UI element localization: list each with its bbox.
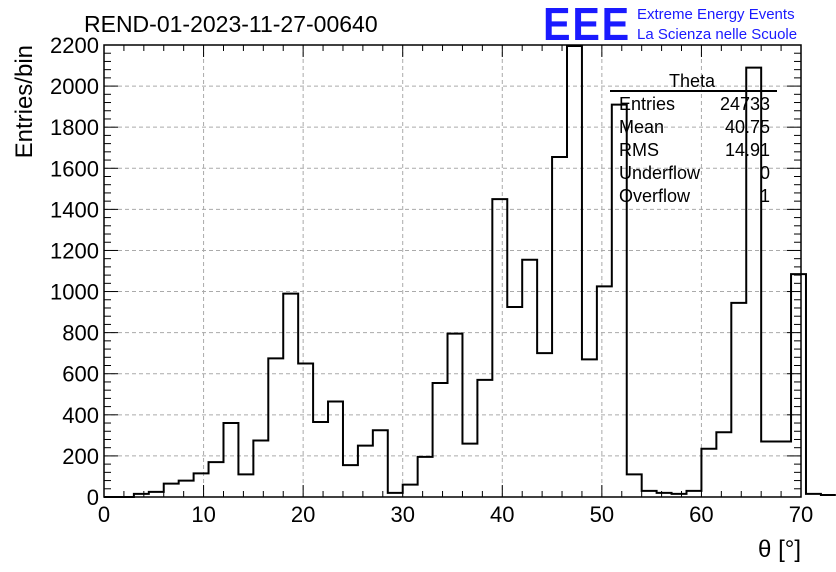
tick-labels: 0 10 20 30 40 50 60 700200400600800100012001400…: [50, 33, 813, 527]
y-tick-label: 1800: [50, 115, 99, 140]
y-tick-label: 1000: [50, 280, 99, 305]
x-tick-label: 0: [98, 502, 110, 527]
x-tick-label: 60: [689, 502, 713, 527]
chart-title: REND-01-2023-11-27-00640: [84, 11, 378, 37]
grid: [104, 45, 801, 497]
axes-frame: [103, 44, 802, 498]
stats-value: 40.75: [725, 117, 770, 137]
y-tick-label: 200: [62, 444, 99, 469]
stats-label: RMS: [619, 140, 659, 160]
x-tick-label: 30: [390, 502, 414, 527]
stats-value: 24733: [720, 94, 770, 114]
stats-box-title: Theta: [669, 71, 716, 91]
y-tick-label: 800: [62, 321, 99, 346]
plot-frame: [103, 44, 802, 498]
y-tick-label: 1600: [50, 156, 99, 181]
y-tick-label: 2200: [50, 33, 99, 58]
stats-label: Mean: [619, 117, 664, 137]
histogram-series: [104, 45, 836, 498]
y-tick-label: 0: [87, 485, 99, 510]
stats-label: Overflow: [619, 186, 691, 206]
y-tick-label: 1400: [50, 197, 99, 222]
y-axis-label: Entries/bin: [11, 45, 38, 158]
x-tick-label: 40: [490, 502, 514, 527]
logo-subtitle-line2: La Scienza nelle Scuole: [637, 26, 797, 43]
x-tick-label: 50: [590, 502, 614, 527]
y-tick-label: 1200: [50, 238, 99, 263]
stats-value: 1: [760, 186, 770, 206]
stats-box: Theta Entries 24733 Mean 40.75 RMS 14.91 Under…: [610, 71, 777, 206]
stats-label: Entries: [619, 94, 675, 114]
y-tick-label: 2000: [50, 74, 99, 99]
stats-value: 14.91: [725, 140, 770, 160]
eee-logo: EEE: [543, 0, 631, 50]
y-tick-label: 600: [62, 362, 99, 387]
x-tick-label: 70: [789, 502, 813, 527]
x-axis-label: θ [°]: [758, 536, 801, 563]
x-tick-label: 10: [191, 502, 215, 527]
histogram-line: [104, 45, 836, 498]
logo-subtitle-line1: Extreme Energy Events: [637, 6, 795, 23]
stats-value: 0: [760, 163, 770, 183]
stats-rows: Entries 24733 Mean 40.75 RMS 14.91 Underflow 0 O…: [619, 94, 770, 206]
stats-label: Underflow: [619, 163, 701, 183]
x-tick-label: 20: [291, 502, 315, 527]
y-tick-label: 400: [62, 403, 99, 428]
